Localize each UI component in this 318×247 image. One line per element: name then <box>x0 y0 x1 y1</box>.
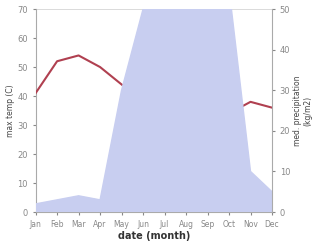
X-axis label: date (month): date (month) <box>118 231 190 242</box>
Y-axis label: med. precipitation
(kg/m2): med. precipitation (kg/m2) <box>293 75 313 146</box>
Y-axis label: max temp (C): max temp (C) <box>5 84 15 137</box>
